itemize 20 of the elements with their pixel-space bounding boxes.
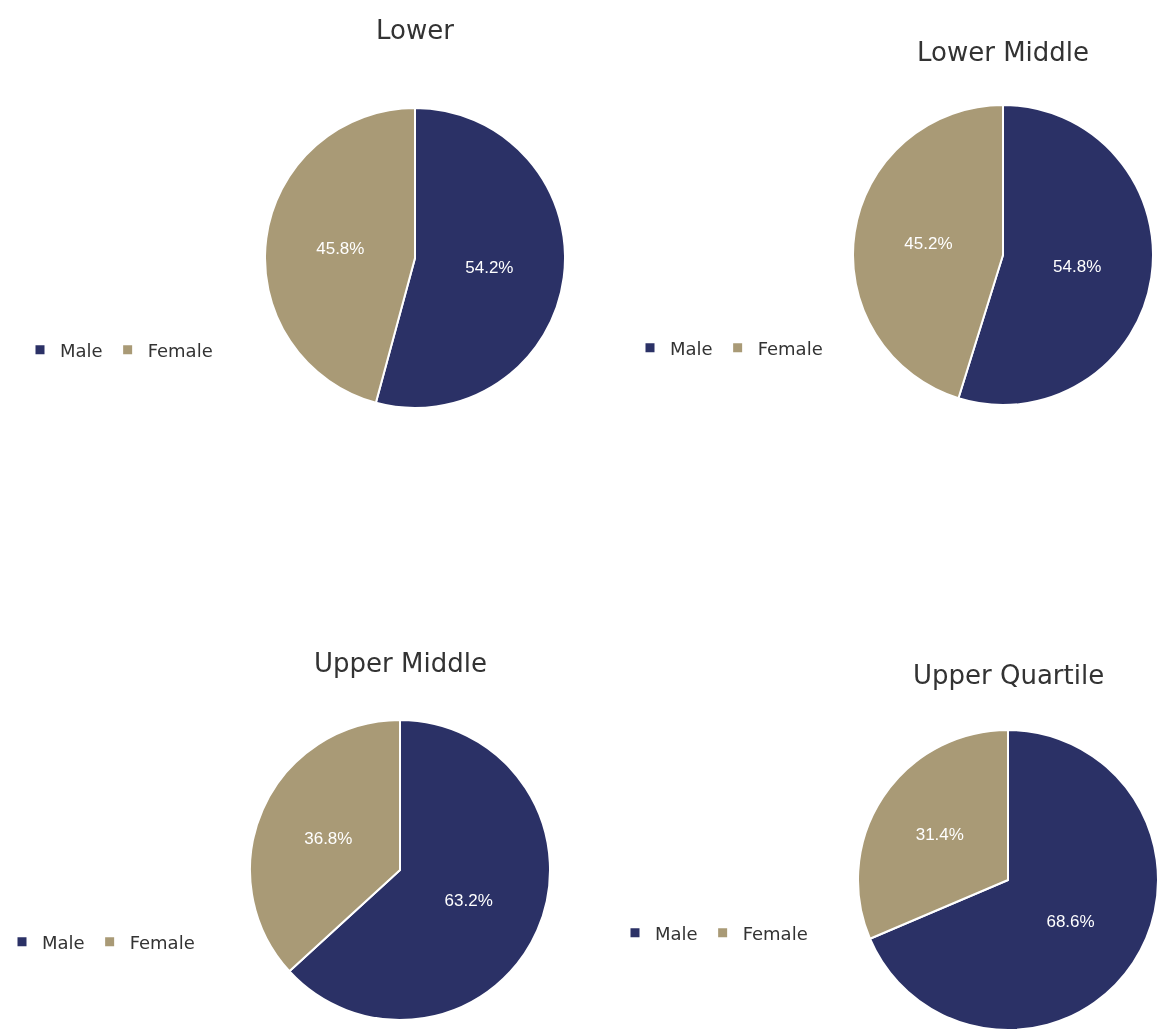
chart-title: Lower [376,15,455,45]
legend-label: Male [655,922,698,944]
data-label: 54.2% [465,258,514,278]
data-label: 63.2% [444,890,493,910]
data-label: 45.2% [904,234,953,254]
data-label: 31.4% [915,825,964,845]
legend-label: Male [670,337,713,359]
legend-label: Male [60,339,103,361]
data-label: 45.8% [316,238,365,258]
legend-label: Female [129,931,195,953]
chart-title: Lower Middle [917,37,1090,67]
data-label: 36.8% [304,828,353,848]
legend-label: Female [742,922,808,944]
legend-label: Female [147,339,213,361]
data-label: 54.8% [1053,256,1102,276]
chart-title: Upper Quartile [913,660,1105,690]
legend-label: Female [757,337,823,359]
data-label: 68.6% [1046,911,1095,931]
legend-label: Male [42,931,85,953]
chart-title: Upper Middle [314,648,487,678]
